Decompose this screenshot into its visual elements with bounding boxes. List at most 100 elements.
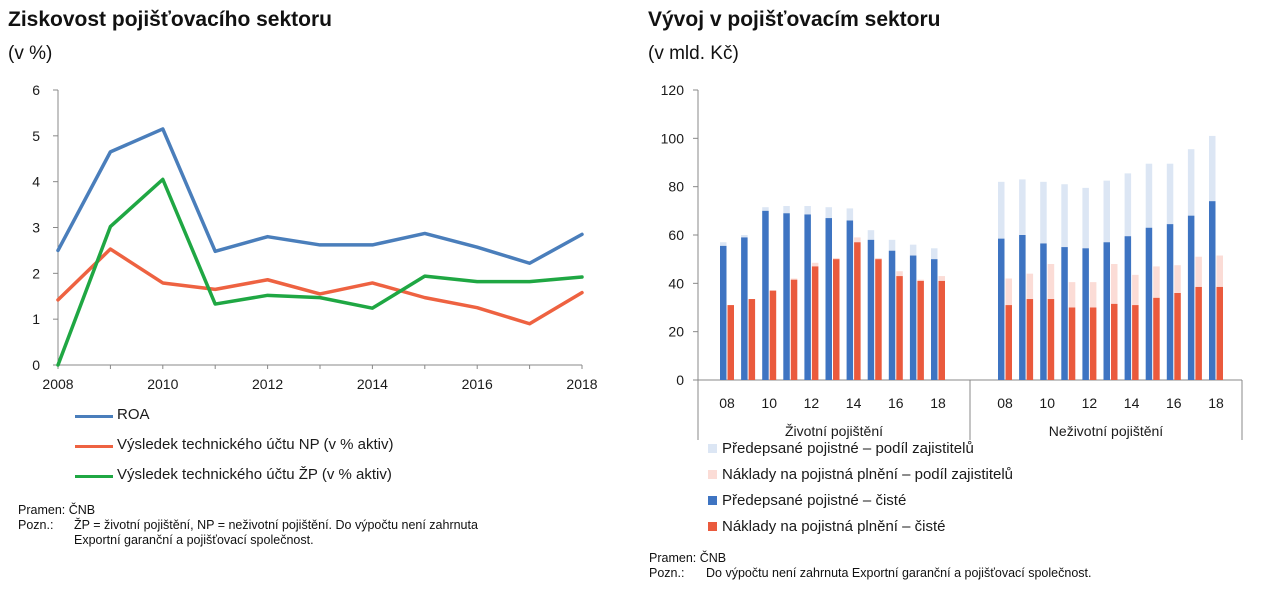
x-tick-label: 2010 bbox=[147, 376, 178, 392]
bar-premiums-net bbox=[1019, 235, 1026, 380]
bar-premiums-reinsurer bbox=[867, 230, 875, 240]
x-tick-label: 10 bbox=[1039, 395, 1055, 411]
bar-premiums-reinsurer bbox=[846, 208, 854, 221]
bar-claims-net bbox=[938, 280, 945, 380]
left-note-text: ŽP = životní pojištění, NP = neživotní p… bbox=[74, 518, 478, 548]
bar-claims-reinsurer bbox=[1174, 265, 1181, 293]
bar-claims-reinsurer bbox=[1195, 256, 1202, 287]
bar-claims-net bbox=[1068, 307, 1076, 380]
bar-claims-reinsurer bbox=[1111, 264, 1118, 304]
y-tick-label: 120 bbox=[661, 82, 685, 98]
bar-premiums-net bbox=[1145, 227, 1153, 380]
right-note-label: Pozn.: bbox=[649, 566, 685, 580]
bar-claims-net bbox=[854, 242, 861, 380]
x-tick-label: 18 bbox=[1208, 395, 1224, 411]
legend-swatch-premiums-reinsurer bbox=[708, 444, 717, 453]
x-tick-label: 16 bbox=[1166, 395, 1182, 411]
x-tick-label: 08 bbox=[719, 395, 735, 411]
bar-premiums-net bbox=[909, 255, 917, 380]
y-tick-label: 2 bbox=[32, 265, 40, 281]
left-note-label: Pozn.: bbox=[18, 518, 54, 532]
x-tick-label: 14 bbox=[1124, 395, 1140, 411]
bar-claims-net bbox=[1132, 305, 1139, 380]
bar-premiums-net bbox=[998, 238, 1005, 380]
legend-swatch-claims-reinsurer bbox=[708, 470, 717, 479]
y-tick-label: 80 bbox=[668, 179, 684, 195]
legend-label-zp: Výsledek technického účtu ŽP (v % aktiv) bbox=[117, 466, 392, 483]
bar-premiums-reinsurer bbox=[762, 207, 769, 211]
right-source-value: ČNB bbox=[699, 551, 727, 565]
x-tick-label: 12 bbox=[804, 395, 820, 411]
y-tick-label: 6 bbox=[32, 82, 40, 98]
left-chart-panel: Ziskovost pojišťovacího sektoru (v %) 0 1… bbox=[0, 0, 630, 612]
right-source: Pramen: ČNB bbox=[649, 551, 1091, 566]
legend-swatch-np bbox=[75, 445, 113, 448]
bar-premiums-net bbox=[1103, 242, 1110, 380]
bar-claims-reinsurer bbox=[1216, 255, 1223, 287]
y-tick-label: 4 bbox=[32, 174, 40, 190]
bar-claims-net bbox=[896, 276, 903, 380]
bar-premiums-reinsurer bbox=[1187, 149, 1195, 216]
bar-premiums-net bbox=[1166, 224, 1174, 380]
bar-premiums-reinsurer bbox=[804, 206, 811, 215]
bar-premiums-reinsurer bbox=[825, 207, 832, 219]
legend-label-premiums-net: Předepsané pojistné – čisté bbox=[722, 492, 907, 509]
bar-claims-net bbox=[917, 280, 924, 380]
left-source-value: ČNB bbox=[68, 503, 96, 517]
bar-premiums-reinsurer bbox=[931, 248, 938, 260]
left-note-line1: ŽP = životní pojištění, NP = neživotní p… bbox=[74, 518, 478, 532]
bar-claims-net bbox=[1195, 286, 1202, 380]
right-note-line1: Do výpočtu není zahrnuta Exportní garanč… bbox=[706, 566, 1092, 580]
y-tick-label: 1 bbox=[32, 311, 40, 327]
bar-premiums-net bbox=[825, 218, 832, 380]
bar-claims-net bbox=[1089, 307, 1097, 380]
bar-premiums-net bbox=[783, 213, 790, 380]
right-source-label: Pramen: bbox=[649, 551, 697, 565]
bar-premiums-net bbox=[741, 237, 748, 380]
bar-claims-reinsurer bbox=[938, 276, 945, 281]
bar-chart: 0 20 40 60 80 100 120 08 10 12 14 16 18 Životní pojiš… bbox=[661, 82, 1243, 440]
y-tick-label: 0 bbox=[676, 372, 684, 388]
left-chart-subtitle: (v %) bbox=[8, 43, 53, 64]
bar-premiums-net bbox=[846, 220, 854, 380]
legend-swatch-roa bbox=[75, 415, 113, 418]
legend-label-np: Výsledek technického účtu NP (v % aktiv) bbox=[117, 436, 394, 453]
bar-claims-net bbox=[769, 290, 777, 380]
bar-premiums-net bbox=[720, 245, 727, 380]
legend-label-claims-reinsurer: Náklady na pojistná plnění – podíl zajis… bbox=[722, 466, 1014, 483]
bar-premiums-net bbox=[888, 250, 896, 380]
y-tick-label: 5 bbox=[32, 128, 40, 144]
bar-premiums-reinsurer bbox=[888, 239, 896, 251]
x-tick-label: 2012 bbox=[252, 376, 283, 392]
x-tick-label: 14 bbox=[846, 395, 862, 411]
y-tick-label: 40 bbox=[668, 275, 684, 291]
bar-claims-net bbox=[1153, 297, 1160, 380]
bar-claims-net bbox=[727, 305, 734, 380]
bar-premiums-net bbox=[867, 239, 875, 380]
left-source-label: Pramen: bbox=[18, 503, 66, 517]
bar-premiums-reinsurer bbox=[1166, 163, 1174, 225]
bar-claims-reinsurer bbox=[790, 278, 798, 280]
x-tick-label: 18 bbox=[930, 395, 946, 411]
bar-premiums-reinsurer bbox=[741, 235, 748, 238]
x-tick-label: 2008 bbox=[42, 376, 73, 392]
bar-claims-net bbox=[833, 259, 840, 380]
bar-premiums-reinsurer bbox=[998, 181, 1005, 239]
bar-claims-reinsurer bbox=[875, 257, 882, 260]
bar-claims-net bbox=[1005, 305, 1012, 380]
bar-premiums-reinsurer bbox=[1209, 135, 1216, 202]
bar-claims-reinsurer bbox=[1153, 266, 1160, 298]
bar-premiums-reinsurer bbox=[1061, 184, 1068, 248]
bar-claims-reinsurer bbox=[1005, 278, 1012, 306]
bar-claims-reinsurer bbox=[896, 271, 903, 277]
y-tick-label: 60 bbox=[668, 227, 684, 243]
legend-swatch-zp bbox=[75, 475, 113, 478]
right-chart-subtitle: (v mld. Kč) bbox=[648, 43, 739, 64]
x-tick-label: 10 bbox=[761, 395, 777, 411]
bar-premiums-net bbox=[762, 210, 769, 380]
bar-claims-net bbox=[790, 279, 798, 380]
bar-claims-reinsurer bbox=[854, 237, 861, 243]
left-note: Pozn.: ŽP = životní pojištění, NP = neživ… bbox=[18, 518, 478, 548]
series-line-2 bbox=[56, 177, 584, 367]
bar-premiums-reinsurer bbox=[783, 206, 790, 214]
